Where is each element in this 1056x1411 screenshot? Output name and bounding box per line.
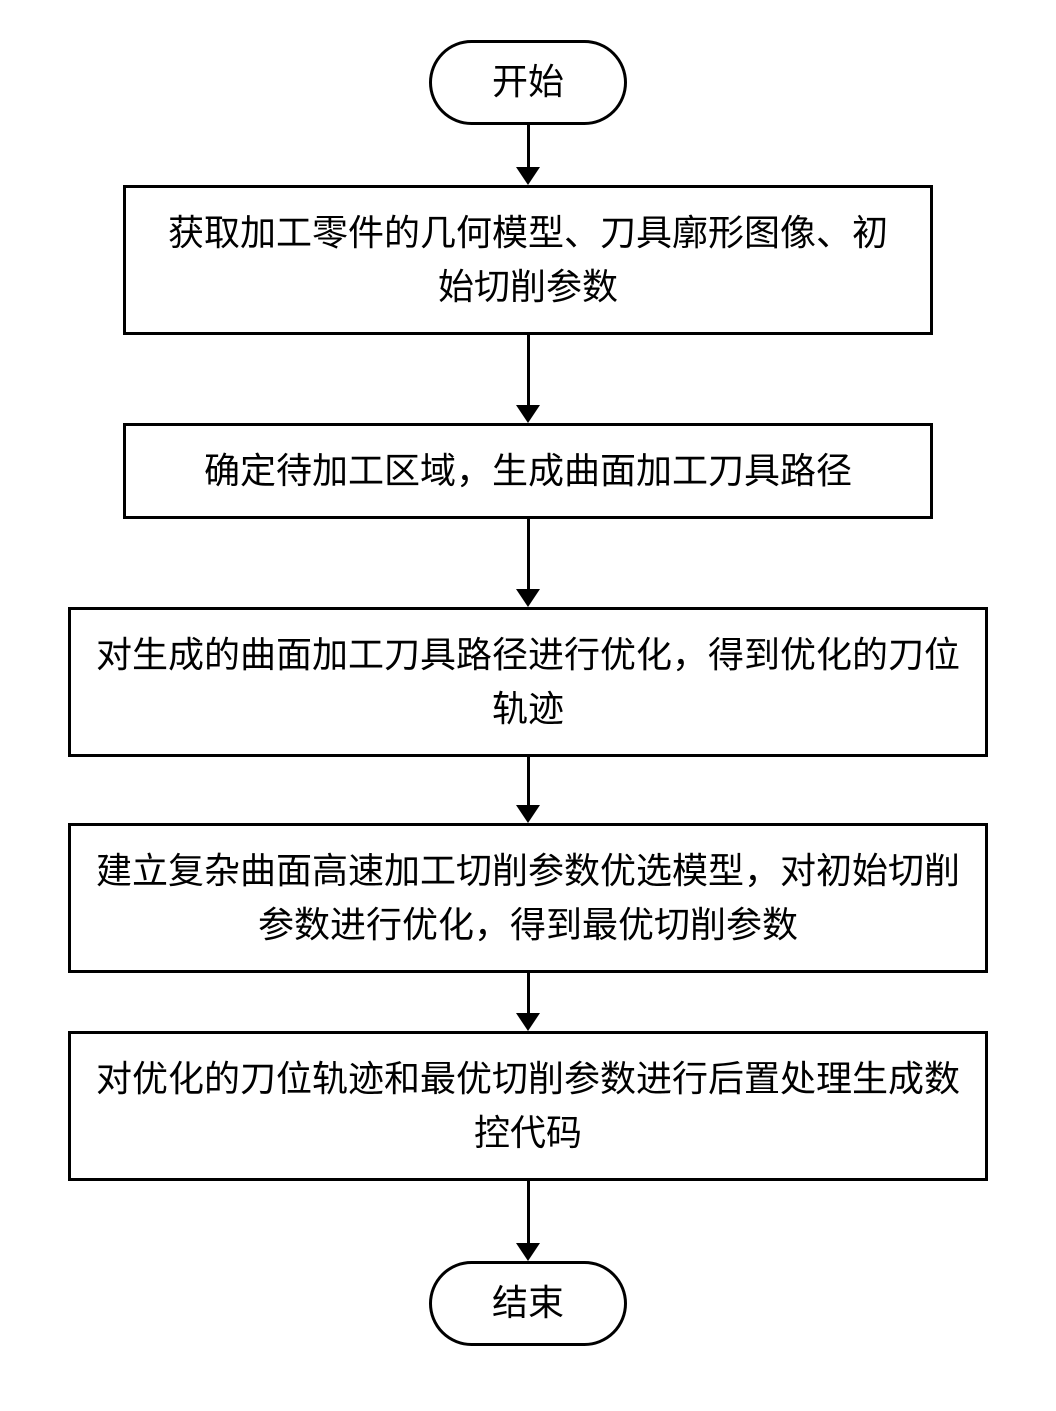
end-node: 结束 [429, 1261, 627, 1346]
start-node: 开始 [429, 40, 627, 125]
arrow-line [527, 335, 530, 405]
step5-node: 对优化的刀位轨迹和最优切削参数进行后置处理生成数控代码 [68, 1031, 988, 1181]
step4-node: 建立复杂曲面高速加工切削参数优选模型，对初始切削参数进行优化，得到最优切削参数 [68, 823, 988, 973]
step5-label: 对优化的刀位轨迹和最优切削参数进行后置处理生成数控代码 [96, 1059, 960, 1153]
end-label: 结束 [492, 1283, 564, 1323]
arrow-head-icon [516, 1243, 540, 1261]
start-label: 开始 [492, 62, 564, 102]
arrow-1 [516, 335, 540, 423]
step3-label: 对生成的曲面加工刀具路径进行优化，得到优化的刀位轨迹 [96, 635, 960, 729]
arrow-head-icon [516, 1013, 540, 1031]
step1-label: 获取加工零件的几何模型、刀具廓形图像、初始切削参数 [168, 213, 888, 307]
arrow-line [527, 1181, 530, 1243]
arrow-3 [516, 757, 540, 823]
arrow-head-icon [516, 167, 540, 185]
arrow-line [527, 973, 530, 1013]
arrow-head-icon [516, 805, 540, 823]
arrow-head-icon [516, 405, 540, 423]
arrow-2 [516, 519, 540, 607]
step2-node: 确定待加工区域，生成曲面加工刀具路径 [123, 423, 933, 519]
arrow-line [527, 519, 530, 589]
step1-node: 获取加工零件的几何模型、刀具廓形图像、初始切削参数 [123, 185, 933, 335]
arrow-head-icon [516, 589, 540, 607]
arrow-line [527, 125, 530, 167]
step2-label: 确定待加工区域，生成曲面加工刀具路径 [204, 451, 852, 491]
flowchart-container: 开始 获取加工零件的几何模型、刀具廓形图像、初始切削参数 确定待加工区域，生成曲… [68, 40, 988, 1346]
arrow-line [527, 757, 530, 805]
arrow-5 [516, 1181, 540, 1261]
step4-label: 建立复杂曲面高速加工切削参数优选模型，对初始切削参数进行优化，得到最优切削参数 [96, 851, 960, 945]
step3-node: 对生成的曲面加工刀具路径进行优化，得到优化的刀位轨迹 [68, 607, 988, 757]
arrow-0 [516, 125, 540, 185]
arrow-4 [516, 973, 540, 1031]
